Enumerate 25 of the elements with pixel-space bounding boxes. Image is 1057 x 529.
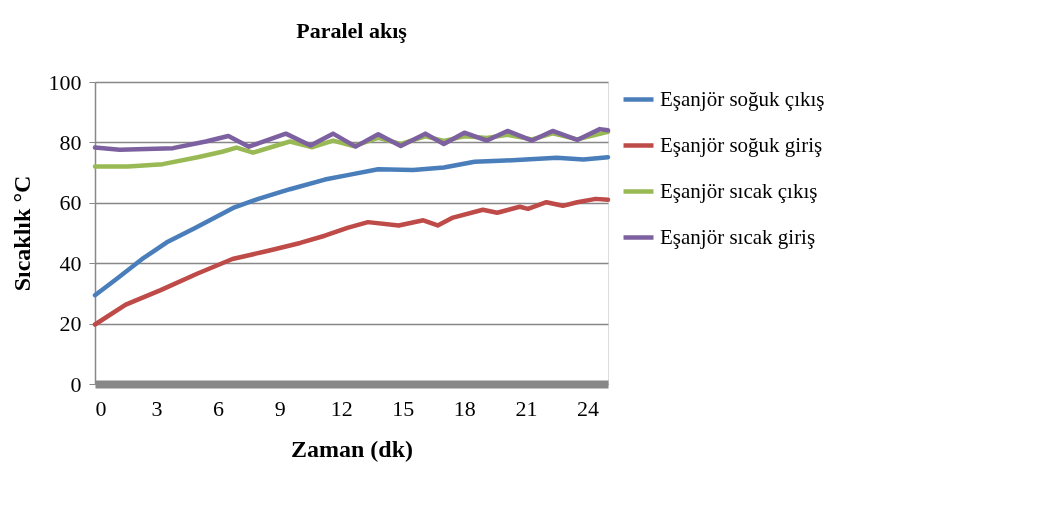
x-tick-label: 9 — [274, 395, 286, 421]
legend-label: Eşanjör sıcak çıkış — [660, 178, 818, 203]
line-series — [92, 126, 611, 152]
y-axis-title: Sıcaklık °C — [8, 175, 35, 292]
x-tick-label: 18 — [453, 395, 476, 421]
x-tick-label: 3 — [151, 395, 163, 421]
line-series — [92, 196, 611, 327]
x-tick-label: 0 — [95, 395, 107, 421]
y-tick-label: 20 — [59, 311, 82, 337]
y-tick-label: 80 — [59, 129, 82, 155]
line-series — [92, 154, 611, 298]
legend-label: Eşanjör soğuk çıkış — [660, 86, 825, 111]
y-tick-label: 40 — [59, 250, 82, 276]
x-tick-label: 15 — [392, 395, 415, 421]
x-axis-title: Zaman (dk) — [290, 435, 414, 462]
x-tick-label: 6 — [213, 395, 225, 421]
y-tick-label: 0 — [70, 371, 82, 397]
y-tick-label: 60 — [59, 190, 82, 216]
x-tick-label: 24 — [576, 395, 599, 421]
y-tick-label: 100 — [48, 69, 82, 95]
x-tick-label: 21 — [515, 395, 538, 421]
chart-title: Paralel akış — [296, 18, 408, 43]
legend-label: Eşanjör soğuk giriş — [660, 132, 823, 157]
x-tick-label: 12 — [330, 395, 353, 421]
legend-label: Eşanjör sıcak giriş — [660, 224, 816, 249]
